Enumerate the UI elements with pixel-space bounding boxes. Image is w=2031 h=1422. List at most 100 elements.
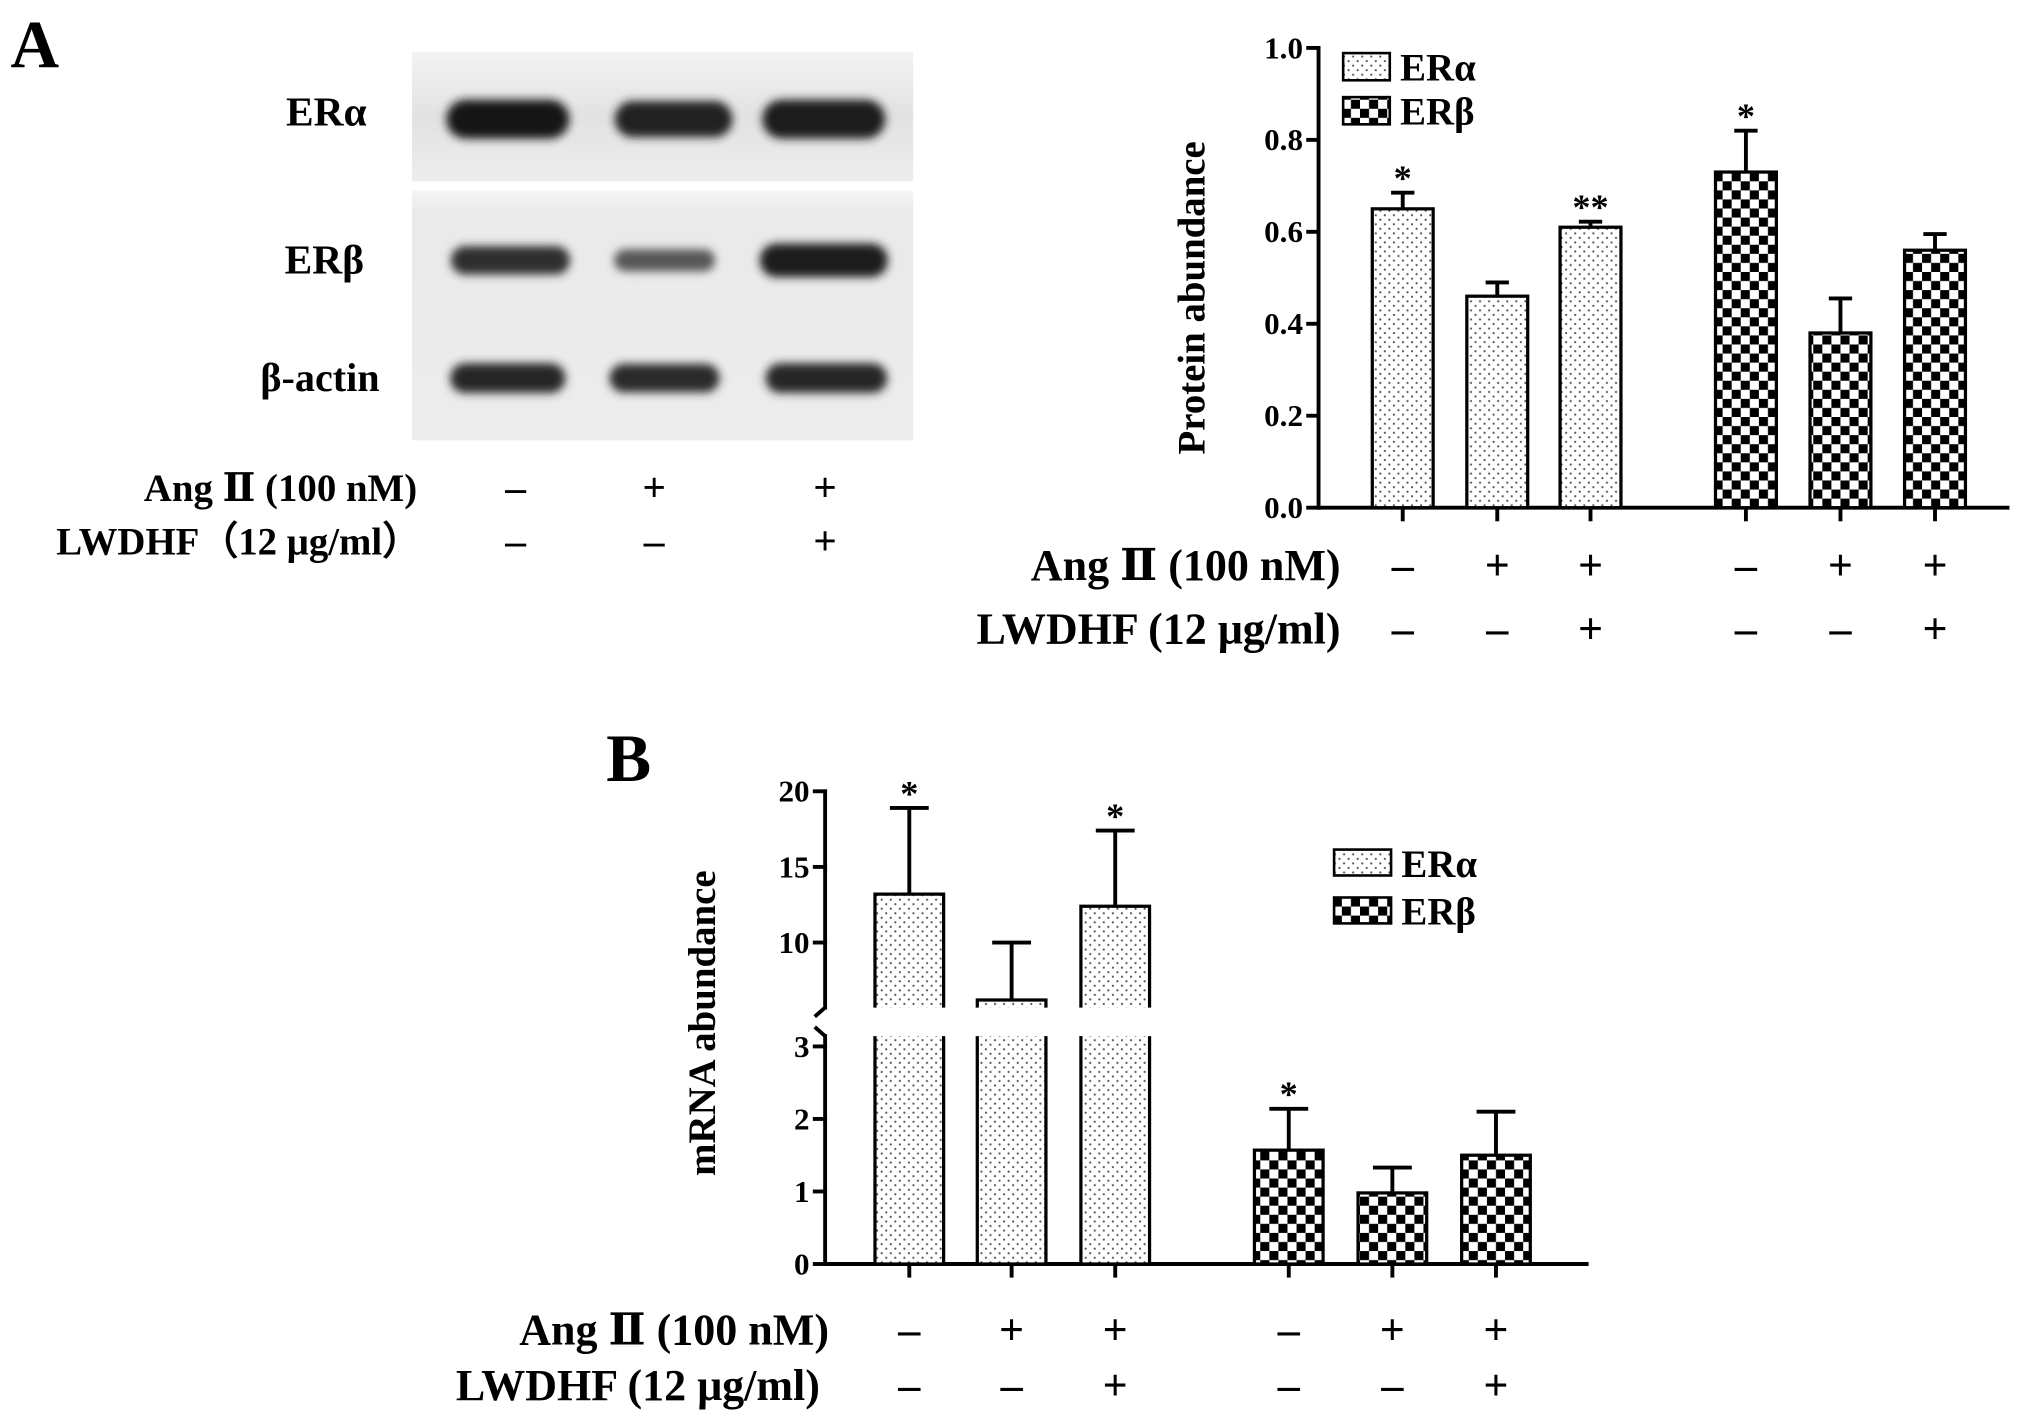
error-bar-er-beta-2 (1828, 296, 1853, 333)
error-bar-er-alpha-2 (1485, 280, 1509, 297)
error-bar-er-alpha-3 (1095, 828, 1135, 907)
blot-row-label-er-beta: ERβ (285, 236, 364, 282)
legend-label-er-beta: ERβ (1401, 891, 1475, 934)
condition-mark: – (1277, 1305, 1301, 1354)
bar-er-alpha-1-lower-part (874, 1036, 944, 1264)
y-tick-label: 20 (779, 774, 810, 809)
legend-label-er-beta: ERβ (1400, 90, 1474, 133)
y-tick-label: 2 (794, 1101, 810, 1136)
blot-band-beta-actin-lane-2 (609, 363, 720, 393)
legend-label-er-alpha: ERα (1401, 843, 1477, 886)
blot-band-er-beta-lane-1 (450, 246, 570, 275)
y-tick-label: 3 (794, 1029, 810, 1064)
blot-condition-table: Ang Ⅱ (100 nM) – + + LWDHF（12 μg/ml） – – + (56, 464, 837, 563)
error-bar-er-beta-1 (1269, 1106, 1309, 1151)
condition-mark: – (1380, 1361, 1404, 1410)
bar-er-alpha-1 (873, 892, 946, 1266)
y-tick-label: 10 (779, 925, 810, 960)
condition-label: Ang Ⅱ (100 nM) (519, 1305, 829, 1354)
legend: ERα ERβ (1332, 843, 1477, 934)
condition-mark: + (1578, 605, 1603, 654)
significance-marker: * (900, 773, 918, 813)
condition-mark: + (813, 517, 837, 563)
y-tick-label: 15 (779, 849, 810, 884)
bar-er-alpha-3-lower-part (1080, 1036, 1150, 1264)
bar-er-alpha-2 (975, 998, 1048, 1266)
condition-mark: + (1483, 1305, 1508, 1354)
blot-band-er-alpha-lane-2 (614, 101, 733, 138)
axis-break-mark (813, 1006, 827, 1038)
bar-er-beta-3 (1460, 1153, 1532, 1266)
condition-mark: + (813, 464, 837, 510)
legend: ERα ERβ (1341, 46, 1476, 133)
bar-er-alpha-3 (1558, 225, 1623, 510)
bar-er-alpha-1-outline (873, 892, 946, 1266)
y-tick-label: 0.8 (1264, 122, 1303, 157)
condition-mark: + (1922, 541, 1947, 590)
condition-mark: – (897, 1361, 921, 1410)
y-tick-label: 0 (794, 1246, 810, 1281)
bar-er-alpha-2 (1465, 294, 1530, 510)
blot-row-label-beta-actin: β-actin (260, 355, 379, 400)
condition-label: Ang Ⅱ (100 nM) (1031, 541, 1341, 590)
bar-er-alpha-2-outline (975, 998, 1048, 1266)
condition-mark: + (999, 1305, 1024, 1354)
bar-er-beta-3 (1902, 248, 1968, 510)
condition-label: LWDHF（12 μg/ml） (56, 520, 421, 563)
condition-label: LWDHF (12 μg/ml) (456, 1361, 820, 1410)
bar-er-alpha-1-upper-part (874, 894, 944, 1008)
error-bar-er-beta-3 (1476, 1109, 1516, 1156)
blot-band-er-beta-lane-3 (759, 243, 888, 278)
legend-swatch-er-beta (1341, 95, 1392, 126)
condition-mark: – (1277, 1361, 1301, 1410)
error-bar-er-alpha-3 (1578, 219, 1603, 228)
condition-mark: + (1380, 1305, 1405, 1354)
bar-er-beta-2 (1808, 331, 1873, 510)
condition-mark: – (1391, 541, 1415, 590)
condition-label: LWDHF (12 μg/ml) (977, 605, 1341, 654)
condition-mark: + (1485, 541, 1510, 590)
y-tick-label: 1 (794, 1174, 810, 1209)
blot-band-beta-actin-lane-1 (450, 363, 566, 394)
significance-marker: * (1280, 1074, 1298, 1114)
western-blot (411, 51, 914, 441)
bar-er-alpha-2-lower-part (977, 1036, 1046, 1264)
condition-mark: – (643, 517, 665, 563)
blot-row-label-er-alpha: ERα (286, 89, 367, 135)
condition-mark: + (1828, 541, 1853, 590)
condition-mark: – (1485, 605, 1509, 654)
condition-mark: + (1922, 605, 1947, 654)
error-bar-er-alpha-1 (889, 805, 929, 895)
bar-er-beta-1 (1252, 1148, 1325, 1266)
significance-marker: * (1106, 796, 1124, 836)
blot-bands (446, 99, 888, 394)
condition-mark: + (1483, 1361, 1508, 1410)
condition-label: Ang Ⅱ (100 nM) (144, 467, 417, 510)
condition-mark: – (1391, 605, 1415, 654)
error-bar-er-alpha-2 (992, 940, 1032, 1001)
bar-er-alpha-1 (1370, 207, 1435, 510)
panel-a: A ERα ERβ β-actin Ang Ⅱ (100 nM) – + + LWDHF… (11, 7, 914, 563)
blot-band-er-alpha-lane-3 (762, 99, 886, 139)
condition-mark: – (1828, 605, 1852, 654)
y-tick-label: 0.6 (1264, 214, 1303, 249)
legend-swatch-er-beta (1332, 896, 1393, 925)
error-bar-er-beta-1 (1734, 128, 1758, 173)
condition-mark: + (1103, 1305, 1128, 1354)
panel-b: B mRNA abundance ERα ERβ 0 1 2 3 10 15 20 * * * An… (456, 721, 1589, 1410)
bar-er-alpha-3 (1079, 904, 1152, 1266)
blot-strip-bottom (411, 190, 914, 441)
condition-mark: – (504, 517, 526, 563)
condition-mark: – (1000, 1361, 1024, 1410)
bar-er-beta-1 (1713, 170, 1778, 510)
legend-swatch-er-alpha (1332, 848, 1393, 877)
condition-mark: + (1578, 541, 1603, 590)
error-bar-er-alpha-1 (1391, 190, 1415, 209)
y-tick-label: 0.4 (1264, 306, 1303, 341)
chart-protein-abundance: Protein abundance ERα ERβ 0.00.20.40.60.… (977, 30, 2010, 654)
condition-mark: – (1734, 605, 1758, 654)
y-axis-title: Protein abundance (1171, 141, 1214, 454)
significance-marker: ** (1572, 187, 1608, 227)
condition-mark: + (1103, 1361, 1128, 1410)
